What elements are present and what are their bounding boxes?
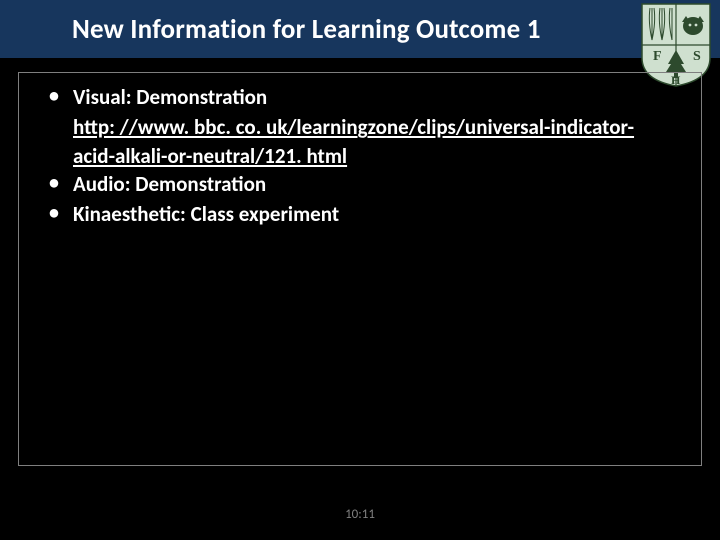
bullet-audio-text: Audio: Demonstration xyxy=(73,171,266,197)
bullet-visual-text: Visual: Demonstration xyxy=(73,84,267,110)
crest-letter-f: F xyxy=(653,49,662,64)
bullet-visual-link-line1[interactable]: http: //www. bbc. co. uk/learningzone/cl… xyxy=(49,113,683,141)
title-bar: New Information for Learning Outcome 1 xyxy=(0,0,720,58)
bullet-visual-link-line2[interactable]: acid-alkali-or-neutral/121. html xyxy=(49,142,683,170)
bullet-kinaesthetic-text: Kinaesthetic: Class experiment xyxy=(73,201,339,227)
slide-title: New Information for Learning Outcome 1 xyxy=(72,13,541,46)
bullet-audio: Audio: Demonstration xyxy=(49,170,683,198)
content-box: Visual: Demonstration http: //www. bbc. … xyxy=(18,72,702,466)
bullet-kinaesthetic: Kinaesthetic: Class experiment xyxy=(49,200,683,228)
bullet-list: Visual: Demonstration http: //www. bbc. … xyxy=(49,83,683,229)
crest-letter-s: S xyxy=(693,49,701,64)
bullet-visual: Visual: Demonstration xyxy=(49,83,683,111)
footer-timestamp: 10:11 xyxy=(0,507,720,522)
